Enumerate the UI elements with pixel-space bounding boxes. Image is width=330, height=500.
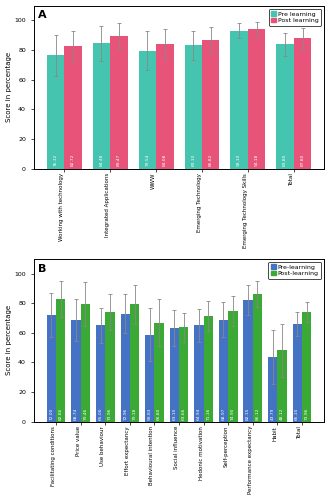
Bar bbox=[268, 357, 277, 422]
Bar bbox=[277, 350, 287, 422]
Bar bbox=[156, 44, 174, 168]
Bar bbox=[96, 326, 105, 422]
Text: 68.74: 68.74 bbox=[74, 407, 78, 420]
Legend: Pre-learning, Post-learning: Pre-learning, Post-learning bbox=[268, 262, 321, 279]
Text: 82.72: 82.72 bbox=[71, 154, 75, 166]
Bar bbox=[71, 320, 81, 422]
Text: 72.96: 72.96 bbox=[123, 407, 127, 420]
Text: 93.10: 93.10 bbox=[237, 154, 241, 166]
Text: 43.79: 43.79 bbox=[271, 407, 275, 420]
Bar bbox=[230, 30, 248, 168]
Bar bbox=[293, 324, 302, 422]
Text: 86.12: 86.12 bbox=[255, 407, 259, 420]
Text: 84.08: 84.08 bbox=[163, 154, 167, 166]
Bar bbox=[81, 304, 90, 422]
Y-axis label: Score in percentage: Score in percentage bbox=[6, 305, 12, 376]
Legend: Pre learning, Post learning: Pre learning, Post learning bbox=[269, 8, 321, 25]
Bar bbox=[179, 328, 188, 422]
Text: 73.96: 73.96 bbox=[108, 407, 112, 420]
Text: 83.80: 83.80 bbox=[283, 154, 287, 166]
Bar bbox=[130, 304, 139, 422]
Text: A: A bbox=[38, 10, 47, 20]
Text: 66.10: 66.10 bbox=[295, 407, 299, 420]
Y-axis label: Score in percentage: Score in percentage bbox=[6, 52, 12, 122]
Bar bbox=[184, 46, 202, 168]
Bar bbox=[302, 312, 311, 422]
Bar bbox=[170, 328, 179, 422]
Bar bbox=[253, 294, 262, 422]
Text: 79.54: 79.54 bbox=[145, 154, 149, 166]
Bar bbox=[248, 29, 265, 168]
Text: 94.18: 94.18 bbox=[255, 154, 259, 166]
Text: 86.82: 86.82 bbox=[209, 154, 213, 166]
Text: B: B bbox=[38, 264, 46, 274]
Text: 89.47: 89.47 bbox=[117, 154, 121, 166]
Text: 82.15: 82.15 bbox=[246, 407, 250, 420]
Text: 73.96: 73.96 bbox=[305, 407, 309, 420]
Bar bbox=[194, 326, 204, 422]
Text: 76.32: 76.32 bbox=[53, 154, 57, 166]
Bar bbox=[154, 322, 164, 422]
Text: 84.48: 84.48 bbox=[99, 154, 103, 166]
Bar bbox=[105, 312, 115, 422]
Text: 64.94: 64.94 bbox=[197, 407, 201, 420]
Text: 83.10: 83.10 bbox=[191, 154, 195, 166]
Bar bbox=[56, 299, 65, 422]
Bar bbox=[244, 300, 253, 422]
Text: 87.80: 87.80 bbox=[301, 154, 305, 166]
Bar bbox=[93, 44, 110, 168]
Bar bbox=[202, 40, 219, 168]
Text: 66.80: 66.80 bbox=[157, 407, 161, 420]
Bar bbox=[139, 50, 156, 168]
Text: 72.00: 72.00 bbox=[50, 407, 53, 420]
Bar bbox=[228, 310, 238, 422]
Text: 48.12: 48.12 bbox=[280, 407, 284, 420]
Bar bbox=[276, 44, 294, 168]
Text: 63.10: 63.10 bbox=[172, 407, 176, 420]
Text: 65.00: 65.00 bbox=[99, 407, 103, 420]
Text: 74.90: 74.90 bbox=[231, 407, 235, 420]
Bar bbox=[219, 320, 228, 422]
Text: 71.16: 71.16 bbox=[206, 407, 210, 420]
Bar bbox=[145, 334, 154, 422]
Bar bbox=[47, 56, 64, 168]
Bar bbox=[294, 38, 311, 168]
Bar bbox=[110, 36, 128, 168]
Bar bbox=[204, 316, 213, 422]
Bar bbox=[64, 46, 82, 168]
Text: 63.66: 63.66 bbox=[182, 407, 186, 420]
Text: 58.83: 58.83 bbox=[148, 407, 152, 420]
Text: 79.46: 79.46 bbox=[83, 407, 87, 420]
Bar bbox=[47, 315, 56, 422]
Text: 79.18: 79.18 bbox=[133, 407, 137, 420]
Text: 68.97: 68.97 bbox=[221, 407, 225, 420]
Text: 82.86: 82.86 bbox=[59, 407, 63, 420]
Bar bbox=[120, 314, 130, 422]
